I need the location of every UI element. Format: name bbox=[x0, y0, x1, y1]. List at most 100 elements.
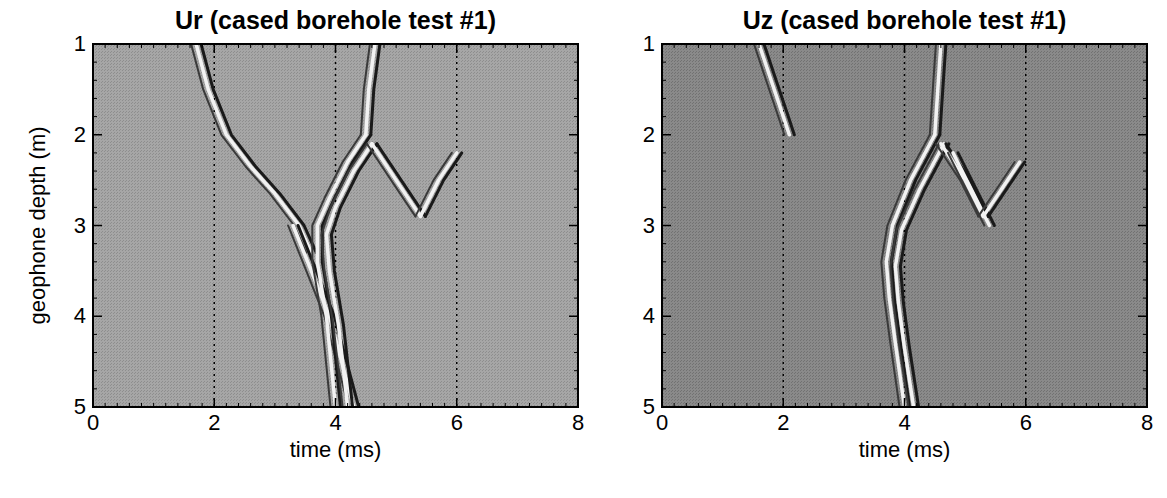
y-minor-tick bbox=[1143, 80, 1147, 81]
y-minor-tick bbox=[93, 279, 97, 280]
plot-background bbox=[662, 44, 1147, 407]
y-minor-tick bbox=[574, 279, 578, 280]
y-minor-tick bbox=[574, 298, 578, 299]
x-tick bbox=[335, 398, 337, 407]
x-minor-tick bbox=[1001, 403, 1002, 407]
x-minor-tick bbox=[505, 44, 506, 48]
x-minor-tick bbox=[1037, 403, 1038, 407]
y-minor-tick bbox=[574, 62, 578, 63]
x-minor-tick bbox=[529, 44, 530, 48]
y-tick bbox=[93, 43, 102, 45]
y-minor-tick bbox=[1143, 171, 1147, 172]
event-trough bbox=[754, 44, 784, 135]
x-minor-tick bbox=[468, 44, 469, 48]
x-minor-tick bbox=[1086, 403, 1087, 407]
x-minor-tick bbox=[517, 403, 518, 407]
y-tick-label: 4 bbox=[74, 303, 86, 328]
x-minor-tick bbox=[420, 44, 421, 48]
x-tick-label: 8 bbox=[1141, 410, 1153, 435]
x-minor-tick bbox=[517, 44, 518, 48]
x-minor-tick bbox=[311, 44, 312, 48]
data-group bbox=[191, 44, 462, 407]
chart-title: Ur (cased borehole test #1) bbox=[175, 6, 496, 34]
x-minor-tick bbox=[1037, 44, 1038, 48]
x-minor-tick bbox=[686, 44, 687, 48]
x-minor-tick bbox=[238, 403, 239, 407]
x-tick bbox=[904, 44, 906, 53]
event-trough bbox=[367, 144, 416, 217]
x-minor-tick bbox=[819, 44, 820, 48]
x-minor-tick bbox=[262, 403, 263, 407]
y-minor-tick bbox=[93, 388, 97, 389]
x-minor-tick bbox=[1050, 44, 1051, 48]
y-tick bbox=[662, 225, 671, 227]
x-minor-tick bbox=[481, 44, 482, 48]
y-minor-tick bbox=[93, 207, 97, 208]
x-tick-label: 6 bbox=[451, 410, 463, 435]
x-minor-tick bbox=[202, 44, 203, 48]
y-tick-label: 2 bbox=[74, 122, 86, 147]
y-minor-tick bbox=[662, 62, 666, 63]
event-trough bbox=[978, 162, 1014, 216]
x-tick bbox=[1025, 398, 1027, 407]
x-minor-tick bbox=[734, 44, 735, 48]
y-tick-label: 1 bbox=[74, 31, 86, 56]
x-minor-tick bbox=[698, 403, 699, 407]
x-minor-tick bbox=[165, 403, 166, 407]
x-minor-tick bbox=[722, 403, 723, 407]
x-minor-tick bbox=[226, 403, 227, 407]
x-tick bbox=[335, 44, 337, 53]
x-minor-tick bbox=[1110, 403, 1111, 407]
y-minor-tick bbox=[574, 98, 578, 99]
x-minor-tick bbox=[892, 403, 893, 407]
x-minor-tick bbox=[1013, 44, 1014, 48]
x-axis-title: time (ms) bbox=[290, 437, 382, 462]
event-peak bbox=[759, 44, 789, 135]
y-minor-tick bbox=[574, 334, 578, 335]
y-minor-tick bbox=[574, 189, 578, 190]
x-minor-tick bbox=[432, 403, 433, 407]
plot-frame bbox=[662, 44, 1147, 407]
x-minor-tick bbox=[819, 403, 820, 407]
x-minor-tick bbox=[165, 44, 166, 48]
x-minor-tick bbox=[928, 44, 929, 48]
x-minor-tick bbox=[880, 44, 881, 48]
y-tick bbox=[1138, 43, 1147, 45]
x-minor-tick bbox=[420, 403, 421, 407]
x-minor-tick bbox=[274, 403, 275, 407]
x-minor-tick bbox=[190, 44, 191, 48]
grid-line bbox=[1025, 44, 1027, 407]
y-minor-tick bbox=[93, 152, 97, 153]
grid-line bbox=[456, 44, 458, 407]
x-minor-tick bbox=[117, 44, 118, 48]
x-minor-tick bbox=[698, 44, 699, 48]
y-minor-tick bbox=[1143, 388, 1147, 389]
x-minor-tick bbox=[1122, 403, 1123, 407]
y-minor-tick bbox=[662, 116, 666, 117]
x-minor-tick bbox=[565, 403, 566, 407]
x-tick-label: 4 bbox=[898, 410, 910, 435]
x-tick bbox=[661, 44, 663, 53]
y-tick bbox=[569, 134, 578, 136]
x-minor-tick bbox=[831, 44, 832, 48]
y-tick bbox=[662, 134, 671, 136]
x-tick-label: 0 bbox=[656, 410, 668, 435]
event-peak bbox=[983, 162, 1019, 216]
y-minor-tick bbox=[1143, 298, 1147, 299]
x-tick bbox=[456, 44, 458, 53]
x-minor-tick bbox=[1062, 44, 1063, 48]
x-tick-label: 2 bbox=[208, 410, 220, 435]
y-minor-tick bbox=[1143, 207, 1147, 208]
x-minor-tick bbox=[347, 403, 348, 407]
x-minor-tick bbox=[323, 403, 324, 407]
y-minor-tick bbox=[662, 80, 666, 81]
event-peak bbox=[326, 144, 372, 407]
event-peak bbox=[372, 144, 421, 217]
x-minor-tick bbox=[1134, 44, 1135, 48]
x-minor-tick bbox=[710, 44, 711, 48]
y-minor-tick bbox=[1143, 261, 1147, 262]
x-minor-tick bbox=[674, 403, 675, 407]
event-peak bbox=[196, 44, 311, 253]
y-tick-label: 4 bbox=[643, 303, 655, 328]
x-tick bbox=[214, 44, 216, 53]
